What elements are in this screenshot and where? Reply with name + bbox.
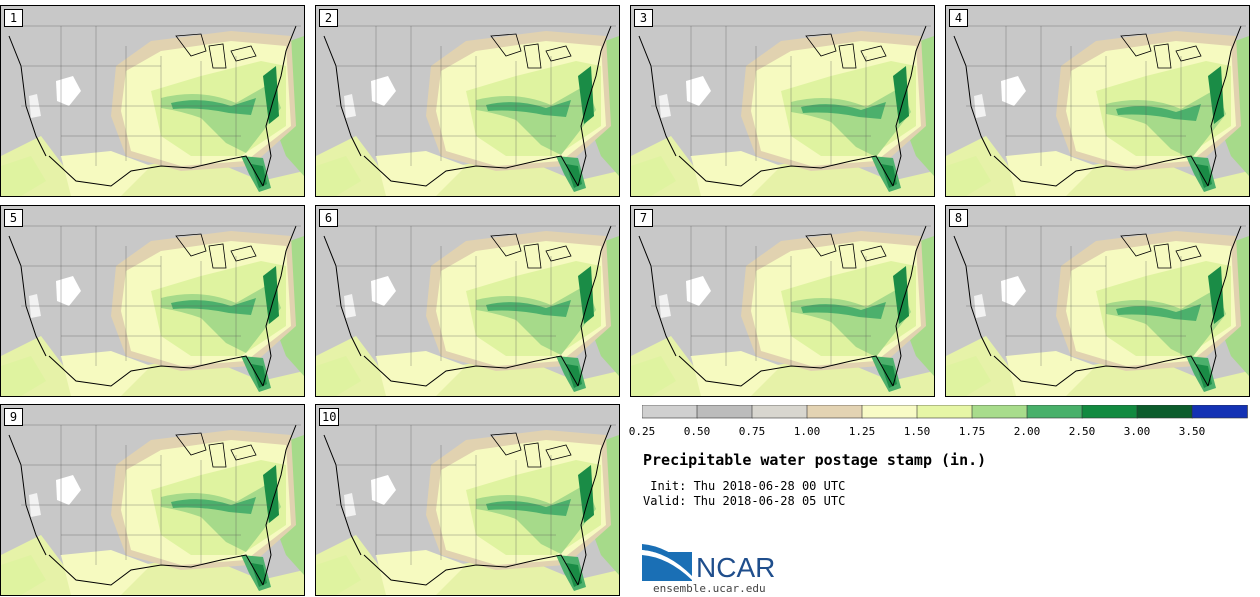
ensemble-member-map: 2	[315, 5, 620, 197]
us-map	[946, 206, 1249, 396]
colorbar-swatch	[971, 405, 1028, 419]
ensemble-member-map: 10	[315, 404, 620, 596]
colorbar-tick-label: 1.00	[793, 425, 821, 438]
colorbar-tick-label: 1.25	[848, 425, 876, 438]
member-number: 3	[634, 9, 653, 27]
colorbar-tick-label: 0.75	[738, 425, 766, 438]
member-number: 9	[4, 408, 23, 426]
us-map	[1, 6, 304, 196]
colorbar	[642, 405, 1248, 419]
ensemble-member-map: 5	[0, 205, 305, 397]
ncar-logo-text: NCAR	[696, 552, 776, 583]
us-map	[1, 405, 304, 595]
us-map	[946, 6, 1249, 196]
colorbar-tick-label: 1.50	[903, 425, 931, 438]
us-map	[316, 206, 619, 396]
colorbar-swatch	[861, 405, 918, 419]
colorbar-tick-label: 3.50	[1178, 425, 1206, 438]
colorbar-swatch	[1191, 405, 1248, 419]
us-map	[1, 206, 304, 396]
colorbar-swatch	[1136, 405, 1193, 419]
valid-time: Valid: Thu 2018-06-28 05 UTC	[643, 494, 846, 508]
colorbar-tick-label: 3.00	[1123, 425, 1151, 438]
member-number: 10	[319, 408, 340, 426]
colorbar-swatch	[751, 405, 808, 419]
member-number: 5	[4, 209, 23, 227]
website-url: ensemble.ucar.edu	[653, 582, 766, 595]
colorbar-swatch	[806, 405, 863, 419]
ensemble-member-map: 9	[0, 404, 305, 596]
colorbar-tick-label: 0.50	[683, 425, 711, 438]
us-map	[316, 405, 619, 595]
member-number: 6	[319, 209, 338, 227]
colorbar-swatch	[696, 405, 753, 419]
ensemble-member-map: 1	[0, 5, 305, 197]
colorbar-tick-label: 0.25	[628, 425, 656, 438]
colorbar-tick-label: 2.50	[1068, 425, 1096, 438]
ensemble-member-map: 4	[945, 5, 1250, 197]
us-map	[316, 6, 619, 196]
ensemble-member-map: 8	[945, 205, 1250, 397]
colorbar-swatch	[916, 405, 973, 419]
member-number: 2	[319, 9, 338, 27]
colorbar-swatch	[642, 405, 698, 419]
us-map	[631, 6, 934, 196]
ensemble-member-map: 3	[630, 5, 935, 197]
ensemble-member-map: 7	[630, 205, 935, 397]
member-number: 8	[949, 209, 968, 227]
map-title: Precipitable water postage stamp (in.)	[643, 451, 987, 469]
ensemble-member-map: 6	[315, 205, 620, 397]
member-number: 4	[949, 9, 968, 27]
colorbar-tick-label: 2.00	[1013, 425, 1041, 438]
colorbar-tick-label: 1.75	[958, 425, 986, 438]
us-map	[631, 206, 934, 396]
member-number: 1	[4, 9, 23, 27]
member-number: 7	[634, 209, 653, 227]
init-time: Init: Thu 2018-06-28 00 UTC	[643, 479, 846, 493]
ncar-logo-icon	[642, 544, 692, 581]
colorbar-swatch	[1026, 405, 1083, 419]
colorbar-swatch	[1081, 405, 1138, 419]
